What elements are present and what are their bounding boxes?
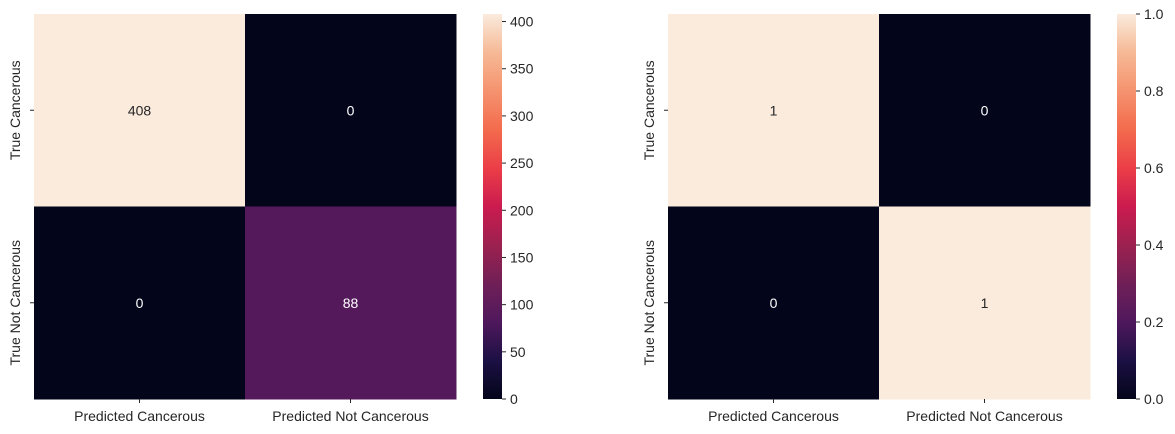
- x-tick-label-count-0: Predicted Cancerous: [74, 408, 205, 424]
- colorbar-tick-label-count-4: 200: [510, 202, 534, 218]
- colorbar-tick-label-count-1: 50: [510, 344, 526, 360]
- cell-annotation-count-r1-c1: 88: [343, 295, 359, 311]
- x-tick-label-count-1: Predicted Not Cancerous: [272, 408, 428, 424]
- colorbar-normalized: [1117, 14, 1136, 399]
- cell-annotation-normalized-r1-c0: 0: [770, 295, 778, 311]
- colorbar-tick-label-count-6: 300: [510, 108, 534, 124]
- cell-annotation-count-r1-c0: 0: [136, 295, 144, 311]
- colorbar-tick-label-normalized-4: 0.8: [1144, 83, 1164, 99]
- colorbar-tick-label-normalized-5: 1.0: [1144, 6, 1164, 22]
- colorbar-tick-label-count-8: 400: [510, 14, 534, 30]
- y-tick-label-count-0: True Cancerous: [7, 60, 23, 160]
- x-tick-label-normalized-0: Predicted Cancerous: [708, 408, 839, 424]
- cell-annotation-normalized-r0-c1: 0: [981, 102, 989, 118]
- y-tick-label-normalized-0: True Cancerous: [641, 60, 657, 160]
- heatmap-panel-normalized: 1 0 0 1 Predicted Cancerous Predicted Not Can…: [641, 6, 1164, 424]
- cell-annotation-normalized-r0-c0: 1: [770, 102, 778, 118]
- colorbar-tick-label-count-5: 250: [510, 155, 534, 171]
- colorbar-count: [483, 14, 502, 399]
- colorbar-tick-label-normalized-1: 0.2: [1144, 314, 1164, 330]
- cell-annotation-count-r0-c0: 408: [128, 102, 152, 118]
- heatmap-panel-count: 408 0 0 88 Predicted Cancerous Predicted Not …: [7, 14, 534, 424]
- colorbar-tick-label-normalized-3: 0.6: [1144, 160, 1164, 176]
- y-tick-label-normalized-1: True Not Cancerous: [641, 240, 657, 366]
- colorbar-tick-label-normalized-2: 0.4: [1144, 237, 1164, 253]
- colorbar-tick-label-count-0: 0: [510, 391, 518, 407]
- colorbar-tick-label-count-3: 150: [510, 249, 534, 265]
- colorbar-tick-label-count-7: 350: [510, 61, 534, 77]
- colorbar-tick-label-count-2: 100: [510, 297, 534, 313]
- y-tick-label-count-1: True Not Cancerous: [7, 240, 23, 366]
- cell-annotation-count-r0-c1: 0: [347, 102, 355, 118]
- colorbar-tick-label-normalized-0: 0.0: [1144, 391, 1164, 407]
- cell-annotation-normalized-r1-c1: 1: [981, 295, 989, 311]
- x-tick-label-normalized-1: Predicted Not Cancerous: [906, 408, 1062, 424]
